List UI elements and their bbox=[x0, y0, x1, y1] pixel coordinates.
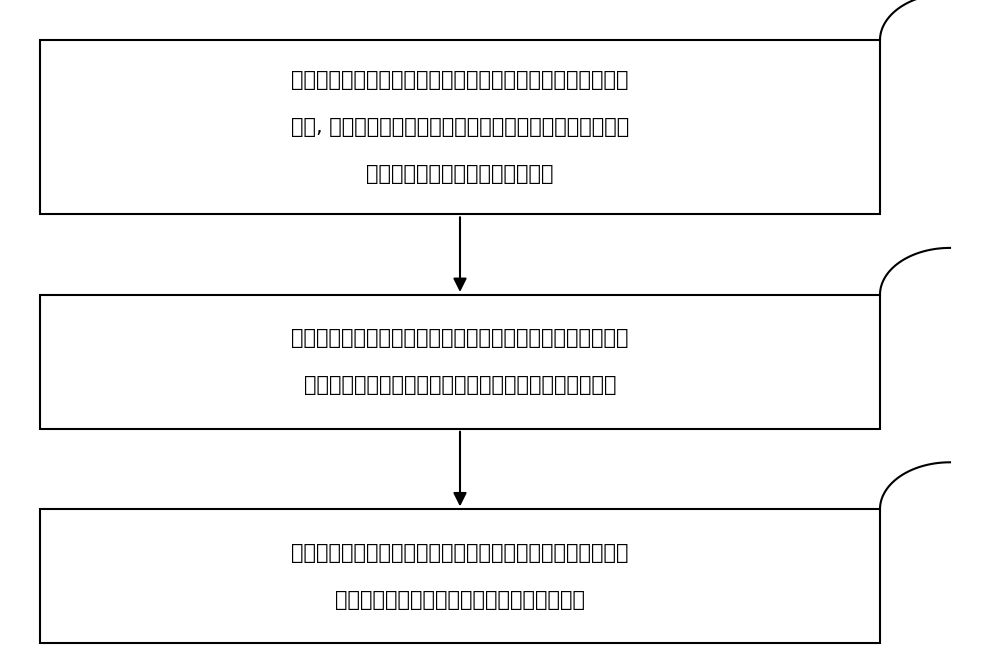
Text: 桩的到位信号，在获取到到位信号后触发充电: 桩的到位信号，在获取到到位信号后触发充电 bbox=[335, 590, 585, 610]
Bar bbox=[40, 40, 880, 214]
Text: 单元, 并在第一红外单元识别第二红外单元的过程中，识别待: 单元, 并在第一红外单元识别第二红外单元的过程中，识别待 bbox=[291, 117, 629, 137]
Text: 通过设于待充电设备上的第一红外单元识别充电桩的第二红外: 通过设于待充电设备上的第一红外单元识别充电桩的第二红外 bbox=[291, 70, 629, 90]
Text: 控制待充电设备沿识别导轨行进过程，检测待充电设备与充电: 控制待充电设备沿识别导轨行进过程，检测待充电设备与充电 bbox=[291, 543, 629, 563]
Bar bbox=[40, 509, 880, 643]
Bar bbox=[40, 295, 880, 429]
Text: 充电设备相对充电桩的充电区域；: 充电设备相对充电桩的充电区域； bbox=[366, 164, 554, 184]
Text: 设置的识别导轨，以使识别导轨与第三红外单元位置对应: 设置的识别导轨，以使识别导轨与第三红外单元位置对应 bbox=[304, 375, 616, 395]
Text: 通过设于待充电设备上的第三红外单元识别与充电桩位置对应: 通过设于待充电设备上的第三红外单元识别与充电桩位置对应 bbox=[291, 328, 629, 348]
